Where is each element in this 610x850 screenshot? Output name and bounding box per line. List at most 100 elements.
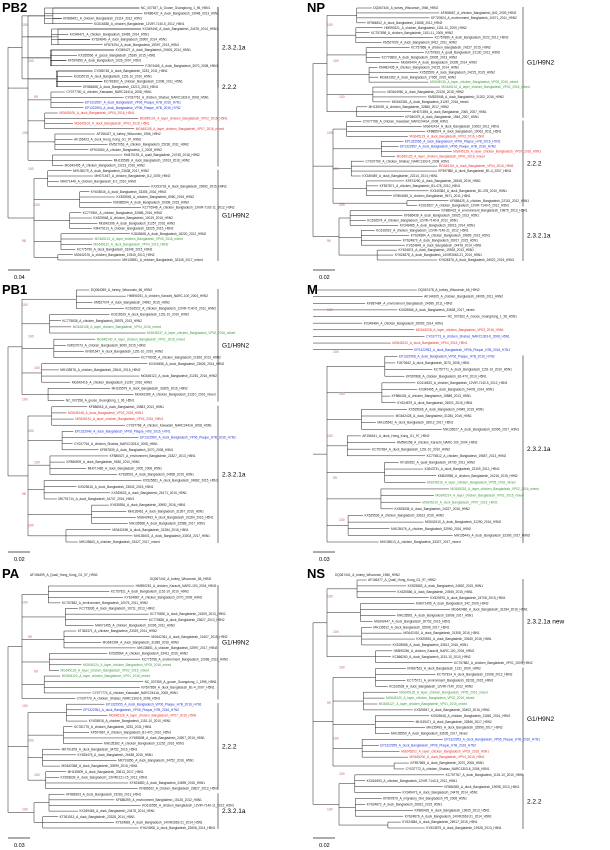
bootstrap-value: 100 [22, 131, 28, 135]
scale-bar-label: 0.02 [319, 843, 330, 849]
leaf-label: MG645138_A_layer_chicken_Bangladesh_VP04… [73, 325, 161, 329]
leaf-label: KF597879_A_migratory_bird_Bangladesh_P5_… [383, 797, 467, 801]
leaf-label: MH135561_A_duck_Bangladesh_33008_2017_H5… [397, 614, 473, 618]
leaf-label: MG642414_A_duck_Bangladesh_10063_2011_H5… [423, 125, 499, 129]
leaf-label: KT361913_A_duck_Bangladesh_23328_2014_H5… [60, 815, 135, 819]
leaf-label: KF597867_A_chicken_Bangladesh_B1-470_201… [91, 730, 172, 734]
leaf-label: KF891647_A_duck_Bangladesh_1151-10_2010_… [85, 350, 163, 354]
leaf-label: KC616385_A_chicken_Bangladesh_12VIR-7140… [94, 22, 185, 26]
bootstrap-value: 99 [34, 669, 38, 673]
leaf-label: KF886458_A_duck_Bangladesh_13213_2013_H5… [83, 85, 158, 89]
clade-label: G1/H9N2 [527, 716, 554, 723]
leaf-label: KX525548_A_chicken_Bangladesh_21881_2016… [431, 714, 511, 718]
leaf-label: KF886395_A_duck_Bangladesh_19098_2013_H5… [444, 785, 519, 789]
leaf-label: KC757771_A_duck_Bangladesh_1151-10_2010_… [434, 368, 512, 372]
bootstrap-value: 100 [339, 518, 345, 522]
leaf-label: KC616593_A_chicken_Bangladesh_12VIR-7140… [367, 779, 458, 783]
bootstrap-value: 100 [333, 59, 339, 63]
leaf-label: KC635715_A_duck_Bangladesh_1151-10_2010_… [74, 74, 152, 78]
leaf-label: KT363371_A_chicken_Bangladesh_23329_2014… [78, 629, 157, 633]
leaf-label: NC_007359_A_goose_Guangdong_1_1996_H5N1 [145, 680, 217, 684]
leaf-label: AF156427_A_turkey_Wisconsin_1966_H9N2 [96, 132, 160, 136]
leaf-label: CY077774_A_chicken_Kawadari_NARC2441A_20… [92, 691, 178, 695]
leaf-label: MK791714_A_duck_Bangladesh_34747_2016_H5… [58, 497, 134, 501]
clade-label: G1/H9N2 [527, 59, 554, 66]
leaf-label: KX349489_A_duck_Bangladesh_22214_2014_H5… [362, 174, 438, 178]
leaf-label: MG645108_A_layer_chicken_Bangladesh_VP07… [136, 127, 224, 131]
leaf-label: MG645148_A_duck_Bangladesh_VP02_2016_H5N… [68, 411, 143, 415]
leaf-label: CY037769_A_chicken_Shabaz_NARC1303-6_200… [366, 159, 450, 163]
leaf-label: MG645208_A_layer_chicken_Bangladesh_VP03… [416, 328, 504, 332]
leaf-label: KX253718_A_duck_Bangladesh_26992_2015_H9… [151, 185, 227, 189]
clade-label: 2.2.2 [222, 743, 237, 750]
leaf-label: KC775836_A_duck_Bangladesh_19711_2013_H9… [79, 607, 154, 611]
leaf-label: CY037768_A_chicken_Kawadari_NARC2441A_20… [126, 423, 212, 427]
leaf-label: MG645218_A_layer_chicken_Bangladesh_VP02… [451, 487, 539, 491]
leaf-label: MH135550_A_duck_Bangladesh_33635_2017_mi… [391, 732, 468, 736]
bootstrap-value: 100 [28, 523, 34, 527]
leaf-label: MG642405_A_chicken_Bangladesh_13213_2016… [65, 164, 146, 168]
leaf-label: KF886393_A_duck_Bangladesh_19283_2013_H5… [66, 792, 141, 796]
leaf-label: MH135588_A_duck_Bangladesh_32588_2017_H5… [129, 522, 205, 526]
leaf-label: KF597839_A_duck_Bangladesh_3070_2008_H5N… [100, 448, 174, 452]
leaf-label: MG645128_A_layer_chicken_Bangladesh_VP07… [109, 714, 197, 718]
leaf-label: KM527029_A_duck_Bangladesh_8412_2011_H9N… [383, 41, 457, 45]
leaf-label: MG645128_A_layer_chicken_Bangladesh_VP07… [453, 149, 541, 153]
leaf-label: KM470213_A_chicken_Bangladesh_18225_2015… [93, 227, 173, 231]
leaf-label: KX525576_A_duck_Bangladesh_24708_2015_H5… [430, 596, 506, 600]
leaf-label: MH135476_A_chicken_Bangladesh_32990_2016… [391, 527, 471, 531]
leaf-label: CY077750_A_chicken_Kawadari_NARC2441A_20… [66, 90, 152, 94]
leaf-label: MG645103_A_duck_Bangladesh_VP03_2016_H5N… [74, 122, 149, 126]
leaf-label: MG642394_A_duck_Bangladesh_31286_2016_H9… [103, 640, 179, 644]
bootstrap-value: 100 [34, 366, 40, 370]
leaf-label: KF886509_A_duck_Bangladesh_9636_2010_H5N… [66, 460, 140, 464]
leaf-label: KY624876_A_duck_Bangladesh_26922_2015_H5… [439, 258, 515, 262]
bootstrap-value: 100 [28, 429, 34, 433]
leaf-label: KX525547_A_duck_Bangladesh_33403_2016_H9… [414, 708, 490, 712]
leaf-label: MG645136_A_layer_chicken_Bangladesh_VP05… [430, 80, 518, 84]
leaf-label: MG642368_A_duck_Bangladesh_30999_2016_H5… [61, 764, 137, 768]
leaf-label: KM525956_A_chicken_Bangladesh_24216_2015… [438, 474, 518, 478]
leaf-label: KF901560_A_chicken_Bangladesh_1_2009_H9N… [90, 148, 162, 152]
bootstrap-value: 100 [28, 59, 34, 63]
leaf-label: KX349384_A_duck_Bangladesh_B1-478_2010_H… [430, 189, 507, 193]
leaf-label: HM590258_A_chicken_Karachi_NARC-100_2004… [397, 441, 478, 445]
leaf-label: MG642362_A_duck_Bangladesh_17955_2015_H9… [380, 75, 456, 79]
leaf-label: KF597865_A_duck_Bangladesh_3070_2008_H5N… [411, 761, 485, 765]
leaf-label: KX349484_A_chicken_Bangladesh_26993_2014… [364, 321, 444, 325]
leaf-label: MG642447_A_duck_Bangladesh_30752_2016_H5… [374, 619, 450, 623]
bootstrap-value: 100 [34, 773, 40, 777]
leaf-label: CY037772_A_chicken_Shabaz_NARC1303-6_200… [406, 767, 490, 771]
leaf-label: KX525551_A_duck_Bangladesh_33630_2016_H5… [416, 637, 492, 641]
leaf-label: KC779361_A_chicken_Bangladesh_32886_2016… [83, 211, 163, 215]
header-label: DQ067442_A_turkey_Wisconsin_66_H9N2 [150, 577, 212, 581]
scale-bar-label: 0.03 [14, 843, 25, 849]
leaf-label: CY037773_A_chicken_Shabaz_NARC1303-6_200… [426, 335, 510, 339]
bootstrap-value: 99 [327, 701, 331, 705]
leaf-label: MH135382_A_chicken_Bangladesh_31252_2016… [104, 742, 184, 746]
bootstrap-value: 99 [333, 476, 337, 480]
leaf-label: KX525651_A_duck_Bangladesh_24682_2015_H5… [143, 479, 219, 483]
leaf-label: HM590221_A_chicken_Bangladesh_1151-11_20… [384, 26, 467, 30]
leaf-label: MG642410_A_duck_Bangladesh_31308_2016_H5… [403, 631, 479, 635]
leaf-label: KF597871_A_chicken_Bangladesh_B1-478_201… [380, 184, 461, 188]
leaf-label: KF886425_A_chicken_Bangladesh_22115_2012… [450, 199, 529, 203]
clade-label: G1/H9N2 [222, 342, 249, 349]
leaf-label: KX525558_A_duck_Bangladesh_33612_2016_H5… [393, 643, 469, 647]
leaf-label: KX525633_A_duck_Bangladesh_26171_2015_H5… [111, 491, 187, 495]
leaf-label: MG645140_A_layer_chicken_Bangladesh_VP01… [97, 337, 185, 341]
leaf-label: MH135542_A_duck_Bangladesh_33012_2017_H5… [377, 421, 453, 425]
leaf-label: KY624908_A_duck_Bangladesh_22808_2014_H5… [140, 826, 216, 830]
leaf-label: MH135493_A_duck_Bangladesh_32996_2017_H9… [426, 726, 502, 730]
leaf-label: MG645216_A_layer_chicken_Bangladesh_VP05… [427, 480, 515, 484]
leaf-label: EP1322950_A_duck_Bangladesh_VP06_Plaque_… [140, 436, 236, 440]
leaf-label: KY624874_A_duck_Bangladesh_19928_2013_H5… [399, 248, 475, 252]
tree-m: 2.3.2.1a DQ067478_A_turkey_Wisconsin_66_H… [313, 288, 551, 563]
clade-label: 2.2.2 [222, 84, 237, 91]
leaf-label: MG645151_A_layer_chicken_Bangladesh_VP04… [75, 417, 163, 421]
leaf-label: KX525606_A_duck_Bangladesh_24945_2015_H5… [409, 407, 485, 411]
leaf-label: KC757834_A_duck_Bangladesh_1151-10_2010_… [372, 447, 450, 451]
leaf-label: KF874294_A_duck_Bangladesh_19097_2013_H5… [104, 43, 179, 47]
leaf-label: KY624849_A_duck_Bangladesh_24478_2014_H5… [406, 243, 482, 247]
bootstrap-value: 100 [22, 397, 28, 401]
